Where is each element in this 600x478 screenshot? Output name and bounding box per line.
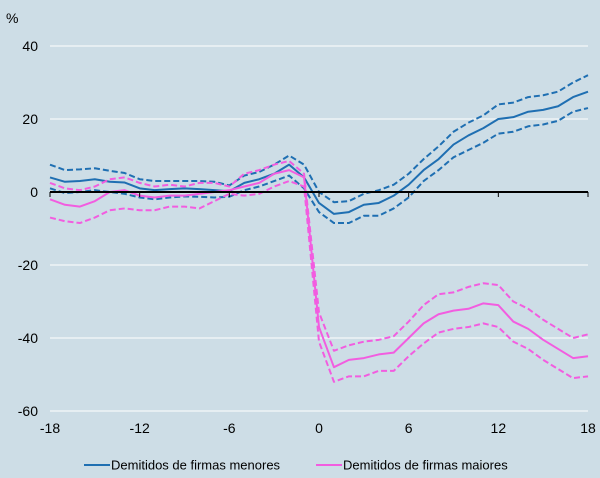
y-tick-label: 0 bbox=[30, 184, 38, 200]
x-tick-label: 6 bbox=[405, 420, 413, 436]
y-tick-label: -20 bbox=[18, 257, 38, 273]
x-tick-label: -18 bbox=[40, 420, 60, 436]
grid-lines bbox=[50, 45, 588, 412]
x-tick-label: -12 bbox=[130, 420, 150, 436]
x-tick-label: 12 bbox=[491, 420, 507, 436]
series-line-5 bbox=[49, 180, 589, 383]
y-tick-label: 20 bbox=[22, 111, 38, 127]
series-line-0 bbox=[49, 90, 589, 215]
y-tick-label: -60 bbox=[18, 403, 38, 419]
series-lines bbox=[49, 74, 589, 383]
x-tick-label: -6 bbox=[223, 420, 236, 436]
series-line-1 bbox=[49, 74, 589, 204]
legend-label: Demitidos de firmas menores bbox=[111, 458, 281, 473]
legend-label: Demitidos de firmas maiores bbox=[343, 458, 508, 473]
series-line-2 bbox=[49, 107, 589, 225]
y-tick-label: -40 bbox=[18, 330, 38, 346]
series-line-4 bbox=[49, 159, 589, 352]
x-tick-label: 18 bbox=[580, 420, 596, 436]
x-tick-label: 0 bbox=[315, 420, 323, 436]
legend: Demitidos de firmas menores Demitidos de … bbox=[84, 458, 508, 473]
y-tick-label: 40 bbox=[22, 38, 38, 54]
y-axis-label: % bbox=[6, 10, 18, 26]
